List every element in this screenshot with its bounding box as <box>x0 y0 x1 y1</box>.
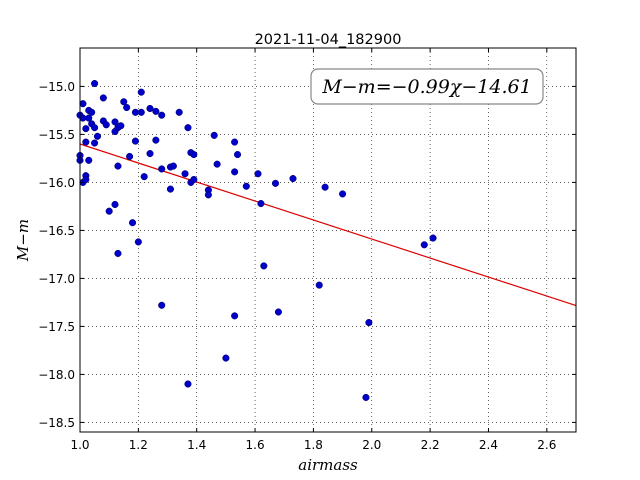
data-point <box>128 219 137 227</box>
data-point <box>181 170 189 178</box>
y-tick-label: −15.5 <box>38 128 75 142</box>
data-point <box>137 88 145 96</box>
data-point <box>85 114 93 122</box>
x-tick-label: 1.8 <box>304 438 323 452</box>
y-tick-label: −16.0 <box>38 176 75 190</box>
data-point <box>242 182 250 190</box>
points-layer <box>76 79 437 401</box>
data-point <box>184 124 192 132</box>
data-point <box>234 151 242 159</box>
data-point <box>254 170 262 178</box>
x-tick-label: 1.4 <box>187 438 206 452</box>
y-tick-label: −17.5 <box>38 320 75 334</box>
data-point <box>105 207 113 215</box>
data-point <box>134 238 142 246</box>
grid-layer <box>79 48 576 432</box>
data-point <box>184 380 192 388</box>
data-point <box>131 137 139 145</box>
y-tick-label: −18.0 <box>38 368 75 382</box>
data-point <box>210 131 218 139</box>
data-point <box>190 151 198 159</box>
y-tick-label: −17.0 <box>38 272 75 286</box>
data-point <box>152 136 160 144</box>
data-point <box>204 191 212 199</box>
data-point <box>321 183 329 191</box>
data-point <box>260 262 268 270</box>
data-point <box>166 185 174 193</box>
data-point <box>88 108 96 116</box>
data-point <box>82 138 90 146</box>
y-axis-label: M−m <box>14 219 32 262</box>
data-point <box>140 173 148 181</box>
data-point <box>274 308 282 316</box>
data-point <box>362 393 370 401</box>
y-tick-label: −15.0 <box>38 80 75 94</box>
data-point <box>102 121 110 129</box>
data-point <box>158 165 166 173</box>
x-tick-label: 1.2 <box>129 438 148 452</box>
data-point <box>82 175 90 184</box>
data-point <box>271 179 280 187</box>
data-point <box>99 94 107 102</box>
plot-frame <box>79 47 577 433</box>
fit-equation-text: M−m=−0.99χ−14.61 <box>321 76 531 98</box>
data-point <box>114 249 122 257</box>
x-tick-label: 2.4 <box>479 438 498 452</box>
data-point <box>190 175 198 184</box>
data-point <box>111 200 119 209</box>
data-point <box>222 354 230 362</box>
data-point <box>339 190 347 198</box>
data-point <box>79 100 87 108</box>
data-point <box>91 79 99 88</box>
data-point <box>231 168 239 176</box>
data-point <box>93 132 102 140</box>
data-point <box>365 319 373 327</box>
x-tick-label: 2.2 <box>421 438 440 452</box>
data-point <box>169 162 177 170</box>
data-point <box>120 98 128 106</box>
tick-layer: 1.0 1.2 1.4 1.6 1.8 2.0 2.2 2.4 2.6 −15.0 −15.5 −16… <box>38 48 576 452</box>
data-point <box>420 241 428 249</box>
data-point <box>158 111 166 119</box>
x-tick-label: 1.6 <box>246 438 265 452</box>
data-point <box>158 301 166 309</box>
data-point <box>126 152 134 161</box>
data-point <box>85 156 93 164</box>
data-point <box>82 125 90 133</box>
data-point <box>137 108 145 116</box>
data-point <box>91 124 99 132</box>
data-point <box>146 104 154 113</box>
data-point <box>257 199 265 208</box>
data-point <box>117 122 125 130</box>
data-point <box>429 234 437 242</box>
data-point <box>213 160 221 168</box>
fit-equation-box: M−m=−0.99χ−14.61 <box>310 68 544 105</box>
data-point <box>152 107 160 115</box>
chart-title: 2021-11-04_182900 <box>255 32 402 48</box>
y-tick-label: −18.5 <box>38 416 75 430</box>
data-point <box>231 138 239 146</box>
data-point <box>114 162 122 170</box>
data-point <box>175 108 183 116</box>
data-point <box>315 281 323 289</box>
data-point <box>111 118 119 126</box>
x-tick-label: 2.6 <box>537 438 556 452</box>
x-tick-label: 2.0 <box>362 438 381 452</box>
fit-equation-frame <box>310 68 544 105</box>
data-point <box>231 312 239 320</box>
x-tick-label: 1.0 <box>70 438 89 452</box>
data-point <box>289 175 297 183</box>
y-tick-label: −16.5 <box>38 224 75 238</box>
data-point <box>91 139 99 147</box>
data-point <box>123 103 131 112</box>
data-point <box>146 150 154 158</box>
x-axis-label: airmass <box>298 456 358 474</box>
